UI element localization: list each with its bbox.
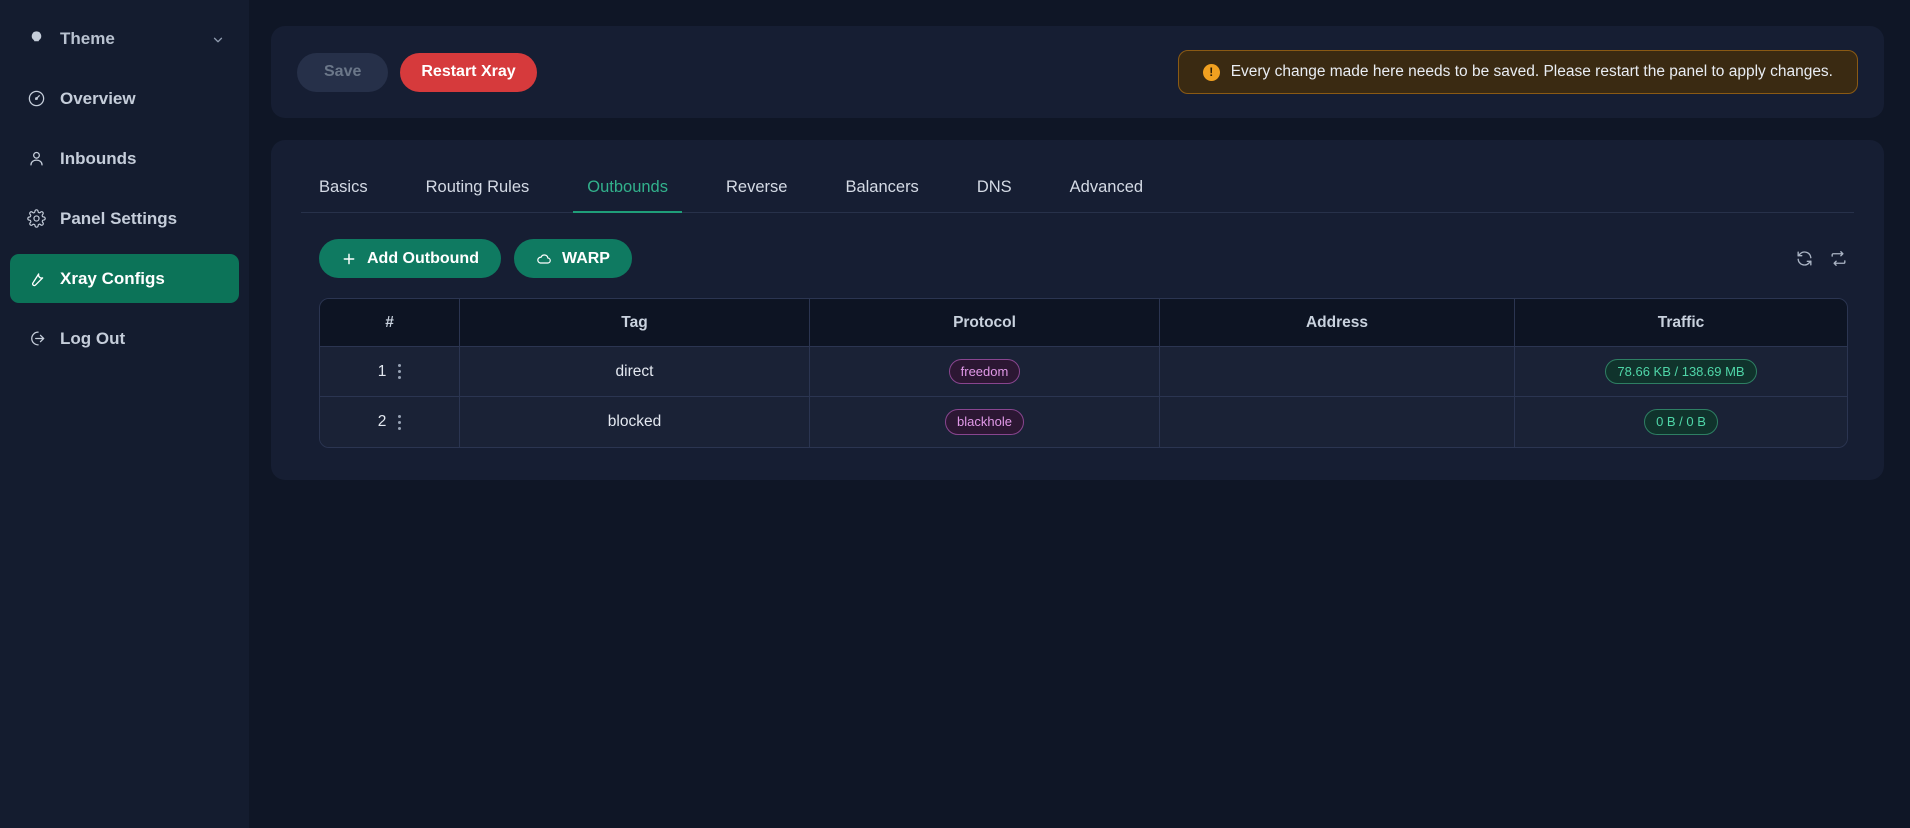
main-content: Save Restart Xray ! Every change made he… (249, 0, 1910, 828)
warp-button[interactable]: WARP (513, 239, 632, 278)
tab-routing-rules[interactable]: Routing Rules (425, 178, 530, 196)
sidebar: Theme Overview Inbounds Panel Settings (0, 0, 249, 828)
sidebar-item-label: Inbounds (60, 149, 137, 168)
cell-index: 2 (320, 397, 460, 447)
column-header-tag: Tag (460, 299, 810, 347)
cell-index: 1 (320, 347, 460, 397)
outbounds-table: # Tag Protocol Address Traffic 1 (319, 298, 1848, 448)
traffic-badge: 78.66 KB / 138.69 MB (1605, 358, 1757, 385)
refresh-icon[interactable] (1795, 249, 1814, 268)
row-menu-icon[interactable] (398, 414, 402, 430)
sidebar-item-label: Theme (60, 29, 115, 48)
speedometer-icon (26, 89, 46, 109)
column-header-protocol: Protocol (810, 299, 1160, 347)
add-outbound-label: Add Outbound (367, 249, 479, 267)
sidebar-item-label: Overview (60, 89, 136, 108)
cell-tag: direct (460, 347, 810, 397)
warning-icon: ! (1202, 63, 1220, 81)
cell-tag: blocked (460, 397, 810, 447)
traffic-badge: 0 B / 0 B (1644, 409, 1718, 435)
tab-balancers[interactable]: Balancers (845, 178, 919, 196)
cell-traffic: 78.66 KB / 138.69 MB (1515, 347, 1847, 397)
plus-icon (341, 251, 357, 267)
sidebar-item-label: Log Out (60, 329, 126, 348)
lightbulb-icon (26, 29, 46, 49)
wrench-icon (26, 269, 46, 289)
column-header-traffic: Traffic (1515, 299, 1847, 347)
warning-banner: ! Every change made here needs to be sav… (1177, 50, 1858, 94)
chevron-down-icon[interactable] (211, 32, 225, 46)
warp-label: WARP (561, 249, 610, 267)
sidebar-item-log-out[interactable]: Log Out (10, 314, 239, 363)
column-header-index: # (320, 299, 460, 347)
column-header-address: Address (1160, 299, 1515, 347)
row-index: 1 (377, 362, 387, 380)
save-button[interactable]: Save (297, 52, 389, 92)
config-panel: Basics Routing Rules Outbounds Reverse B… (271, 140, 1884, 480)
sidebar-item-inbounds[interactable]: Inbounds (10, 134, 239, 183)
sidebar-item-overview[interactable]: Overview (10, 74, 239, 123)
loop-icon[interactable] (1829, 249, 1848, 268)
sidebar-item-theme[interactable]: Theme (10, 14, 239, 63)
cell-address (1160, 397, 1515, 447)
row-index: 2 (377, 413, 387, 430)
table-row[interactable]: 1 direct freedom 78.66 KB / 138.69 MB (320, 347, 1847, 397)
warning-banner-text: Every change made here needs to be saved… (1230, 63, 1833, 80)
sidebar-item-label: Xray Configs (60, 269, 165, 288)
cell-address (1160, 347, 1515, 397)
tab-bar: Basics Routing Rules Outbounds Reverse B… (301, 166, 1854, 213)
sidebar-item-xray-configs[interactable]: Xray Configs (10, 254, 239, 303)
cell-traffic: 0 B / 0 B (1515, 397, 1847, 447)
protocol-badge: freedom (948, 358, 1021, 385)
sidebar-item-panel-settings[interactable]: Panel Settings (10, 194, 239, 243)
user-icon (26, 149, 46, 169)
table-header-row: # Tag Protocol Address Traffic (320, 299, 1847, 347)
tab-advanced[interactable]: Advanced (1069, 178, 1144, 196)
gear-icon (26, 209, 46, 229)
action-bar: Save Restart Xray ! Every change made he… (271, 26, 1884, 118)
tab-reverse[interactable]: Reverse (725, 178, 788, 196)
tab-basics[interactable]: Basics (319, 178, 368, 196)
logout-icon (26, 329, 46, 349)
restart-xray-button[interactable]: Restart Xray (400, 52, 537, 92)
tab-dns[interactable]: DNS (976, 178, 1012, 196)
cloud-icon (536, 251, 552, 267)
protocol-badge: blackhole (945, 409, 1024, 435)
table-tools (1795, 249, 1854, 268)
add-outbound-button[interactable]: Add Outbound (319, 239, 501, 278)
outbound-actions: Add Outbound WARP (301, 239, 1854, 278)
table-row[interactable]: 2 blocked blackhole 0 B / 0 B (320, 397, 1847, 447)
cell-protocol: freedom (810, 347, 1160, 397)
tab-outbounds[interactable]: Outbounds (573, 166, 682, 213)
cell-protocol: blackhole (810, 397, 1160, 447)
row-menu-icon[interactable] (398, 364, 402, 379)
sidebar-item-label: Panel Settings (60, 209, 178, 228)
outbounds-table-wrap: # Tag Protocol Address Traffic 1 (301, 298, 1854, 448)
